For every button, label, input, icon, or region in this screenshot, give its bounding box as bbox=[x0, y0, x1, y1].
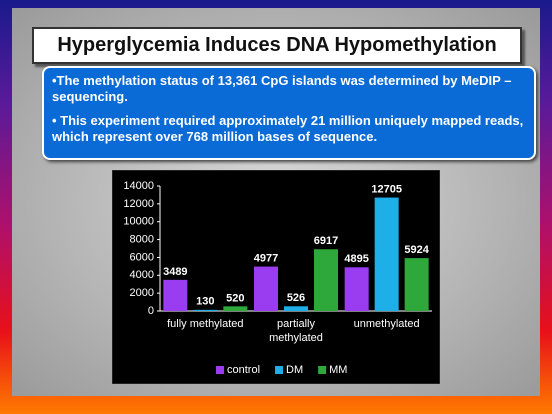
bar bbox=[404, 258, 429, 311]
x-tick-label: fully methylated bbox=[167, 318, 244, 330]
bar bbox=[344, 267, 369, 311]
x-tick-label: partially methylated bbox=[269, 318, 323, 344]
data-label: 4977 bbox=[254, 252, 278, 264]
data-label: 5924 bbox=[404, 244, 429, 256]
y-tick-label: 0 bbox=[148, 305, 154, 317]
bullet: • This experiment required approximately… bbox=[52, 113, 524, 144]
bullet: •The methylation status of 13,361 CpG is… bbox=[52, 73, 512, 104]
data-label: 526 bbox=[287, 292, 305, 304]
legend-label: DM bbox=[286, 364, 303, 376]
legend-swatch bbox=[275, 366, 284, 374]
legend-label: MM bbox=[329, 364, 347, 376]
bullet-box: •The methylation status of 13,361 CpG is… bbox=[42, 66, 536, 160]
bar bbox=[374, 197, 399, 311]
data-label: 4895 bbox=[344, 253, 368, 265]
bar bbox=[254, 266, 278, 311]
y-tick-label: 2000 bbox=[130, 287, 154, 299]
data-label: 6917 bbox=[314, 235, 338, 247]
data-label: 130 bbox=[196, 296, 214, 308]
y-tick-label: 10000 bbox=[123, 216, 154, 228]
legend-label: control bbox=[227, 364, 260, 376]
y-tick-label: 12000 bbox=[123, 198, 154, 210]
bar bbox=[193, 309, 218, 311]
y-tick-label: 6000 bbox=[130, 251, 154, 263]
chart: 0 2000 4000 6000 8000 10000 12000 14000 fully me… bbox=[112, 170, 440, 384]
data-label: 3489 bbox=[163, 266, 187, 278]
y-tick-label: 4000 bbox=[130, 269, 154, 281]
y-tick-label: 8000 bbox=[130, 233, 154, 245]
y-tick-label: 14000 bbox=[123, 180, 154, 192]
x-tick-label-box: partially methylated bbox=[269, 318, 323, 344]
legend-swatch bbox=[216, 366, 224, 374]
bar bbox=[314, 249, 338, 311]
bar bbox=[284, 306, 308, 311]
data-label: 12705 bbox=[371, 183, 402, 195]
bar bbox=[223, 306, 248, 311]
x-tick-label-box: unmethylated bbox=[353, 318, 420, 330]
slide-title: Hyperglycemia Induces DNA Hypomethylatio… bbox=[32, 27, 522, 64]
x-tick-label-box: fully methylated bbox=[167, 318, 244, 330]
data-label: 520 bbox=[226, 292, 244, 304]
bar bbox=[163, 279, 188, 311]
x-tick-label: unmethylated bbox=[353, 318, 420, 330]
legend-swatch bbox=[318, 366, 327, 374]
